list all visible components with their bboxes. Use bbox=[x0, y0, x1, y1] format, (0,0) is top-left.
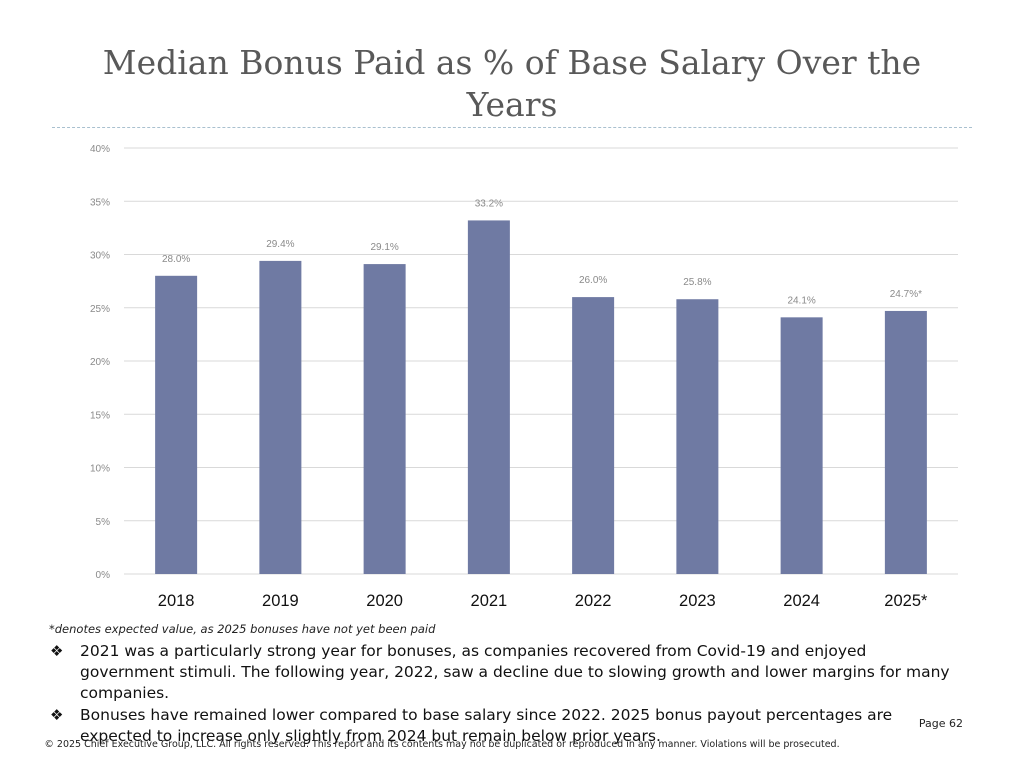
y-tick-label: 15% bbox=[90, 410, 110, 421]
bar-chart: 0% 5% 10% 15% 20% 25% 30% 35% 40% 28.0% 2018 29.4% 2… bbox=[90, 144, 958, 610]
y-tick-label: 10% bbox=[90, 464, 110, 475]
y-tick-label: 35% bbox=[90, 197, 110, 208]
x-tick-label: 2018 bbox=[158, 592, 195, 610]
x-tick-label: 2020 bbox=[366, 592, 403, 610]
bar bbox=[467, 220, 510, 575]
data-label: 24.1% bbox=[787, 295, 815, 306]
bar bbox=[780, 317, 823, 574]
bar bbox=[884, 310, 927, 574]
y-tick-label: 0% bbox=[96, 570, 111, 581]
note-text: 2021 was a particularly strong year for … bbox=[80, 642, 950, 702]
bar bbox=[676, 299, 719, 574]
copyright-notice: © 2025 Chief Executive Group, LLC. All r… bbox=[44, 739, 840, 750]
data-label: 28.0% bbox=[162, 254, 190, 265]
x-tick-label: 2021 bbox=[471, 592, 508, 610]
title-divider bbox=[52, 127, 972, 128]
bar bbox=[363, 264, 406, 574]
x-tick-label: 2023 bbox=[679, 592, 716, 610]
bar bbox=[155, 275, 198, 574]
bar bbox=[259, 260, 302, 574]
x-tick-label: 2019 bbox=[262, 592, 299, 610]
data-label: 29.1% bbox=[370, 242, 398, 253]
note-item: ❖ 2021 was a particularly strong year fo… bbox=[50, 641, 960, 704]
data-label: 33.2% bbox=[475, 198, 503, 209]
diamond-bullet-icon: ❖ bbox=[50, 642, 64, 660]
y-tick-label: 40% bbox=[90, 144, 110, 155]
data-label: 24.7%* bbox=[890, 289, 922, 300]
note-item: ❖ Bonuses have remained lower compared t… bbox=[50, 705, 960, 747]
page-number: Page 62 bbox=[918, 717, 963, 730]
data-label: 26.0% bbox=[579, 275, 607, 286]
y-tick-label: 25% bbox=[90, 304, 110, 315]
chart-title: Median Bonus Paid as % of Base Salary Ov… bbox=[102, 43, 922, 124]
notes-list: ❖ 2021 was a particularly strong year fo… bbox=[50, 641, 960, 748]
data-label: 25.8% bbox=[683, 277, 711, 288]
data-label: 29.4% bbox=[266, 239, 294, 250]
footnote: *denotes expected value, as 2025 bonuses… bbox=[49, 622, 436, 636]
x-tick-label: 2025* bbox=[884, 592, 928, 610]
x-tick-label: 2024 bbox=[783, 592, 820, 610]
bar bbox=[572, 297, 615, 574]
y-tick-label: 30% bbox=[90, 251, 110, 262]
y-tick-label: 5% bbox=[96, 517, 111, 528]
diamond-bullet-icon: ❖ bbox=[50, 706, 64, 724]
x-tick-label: 2022 bbox=[575, 592, 612, 610]
note-text: Bonuses have remained lower compared to … bbox=[80, 706, 893, 745]
y-tick-label: 20% bbox=[90, 357, 110, 368]
